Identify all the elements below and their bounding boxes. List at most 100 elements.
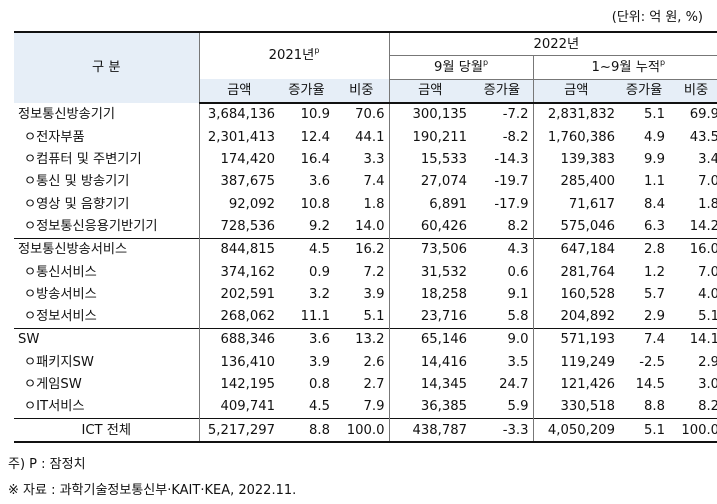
cell-amount-sep: 190,211 [412, 129, 468, 145]
cell-growth-cum: 8.4 [644, 196, 666, 212]
cell-amount-cum: 4,050,209 [533, 418, 620, 444]
header-2021: 2021년p [199, 30, 390, 80]
cell-amount-sep: 65,146 [389, 327, 472, 352]
cell-amount-sep: 14,416 [420, 354, 468, 370]
cell-growth-2021: 10.9 [300, 107, 330, 123]
cell-growth-2021: 0.9 [309, 264, 330, 280]
cell-share-2021: 44.1 [334, 126, 390, 149]
cell-growth-2021: 3.6 [279, 327, 334, 352]
cell-share-2021: 13.2 [334, 327, 390, 352]
cell-share-2021: 3.9 [334, 283, 390, 306]
cell-amount-cum: 281,764 [560, 264, 616, 280]
row-label: ㅇ정보통신응용기반기기 [14, 215, 200, 239]
table-row: 정보통신방송서비스 844,815 4.5 16.2 73,506 4.3 647,184 2… [14, 237, 717, 261]
cell-amount-2021: 142,195 [220, 377, 275, 392]
cell-amount-2021: 202,591 [220, 286, 275, 302]
footnote-source: ※ 자료 : 과학기술정보통신부·KAIT·KEA, 2022.11. [8, 483, 297, 498]
cell-amount-sep: 18,258 [420, 286, 468, 302]
cell-growth-sep: 5.9 [471, 395, 534, 419]
cell-amount-sep: 23,716 [420, 309, 468, 325]
cell-growth-2021: 8.8 [279, 418, 334, 444]
cell-share-2021: 5.1 [334, 305, 390, 329]
cell-share-cum: 3.0 [698, 377, 717, 392]
cell-growth-sep: 8.2 [471, 215, 534, 239]
cell-amount-cum: 121,426 [560, 377, 616, 392]
cell-amount-cum: 139,383 [560, 152, 616, 168]
cell-amount-2021: 844,815 [199, 237, 279, 261]
cell-share-cum: 7.0 [698, 174, 717, 190]
cell-amount-cum: 575,046 [560, 218, 616, 234]
cell-share-cum: 1.8 [698, 196, 717, 212]
cell-growth-cum: 5.7 [644, 286, 666, 302]
table-row: ㅇ통신서비스 374,162 0.9 7.2 31,532 0.6 281,764 1.2 7.… [14, 260, 717, 284]
row-label: 정보통신방송서비스 [14, 237, 200, 261]
cell-amount-sep: 27,074 [420, 174, 468, 190]
cell-share-2021: 100.0 [334, 418, 390, 444]
cell-growth-cum: 6.3 [644, 218, 666, 234]
cell-share-2021: 7.2 [334, 260, 390, 284]
cell-amount-sep: 300,135 [412, 107, 468, 123]
cell-growth-2021: 0.8 [309, 377, 330, 392]
cell-amount-cum: 330,518 [560, 399, 616, 415]
cell-share-2021: 16.2 [334, 237, 390, 261]
cell-growth-sep: -17.9 [471, 193, 534, 216]
cell-growth-sep: -19.7 [471, 170, 534, 194]
header-growth-sep: 증가율 [471, 79, 534, 104]
row-label: ㅇ컴퓨터 및 주변기기 [14, 148, 200, 171]
cell-growth-sep: 3.5 [471, 351, 534, 374]
table-row: SW 688,346 3.6 13.2 65,146 9.0 571,193 7.4 14.1 [14, 327, 717, 352]
row-label: ㅇ전자부품 [14, 126, 200, 149]
row-label: ㅇ정보서비스 [14, 305, 200, 329]
cell-growth-2021: 9.2 [309, 218, 330, 234]
table-row: ㅇ패키지SW 136,410 3.9 2.6 14,416 3.5 119,249 -2.5 2… [14, 351, 717, 374]
cell-growth-sep: -14.3 [471, 148, 534, 171]
cell-amount-2021: 728,536 [220, 218, 275, 234]
cell-share-cum: 4.0 [698, 286, 717, 302]
header-sep: 9월 당월p [389, 55, 534, 80]
table-row: ㅇ게임SW 142,195 0.8 2.7 14,345 24.7 121,426 14.5 3… [14, 373, 717, 396]
footnote-provisional: 주) P : 잠정치 [8, 457, 86, 472]
row-label: ㅇ통신 및 방송기기 [14, 170, 200, 194]
cell-growth-2021: 16.4 [300, 152, 330, 168]
cell-share-cum: 69.9 [689, 107, 717, 123]
cell-growth-2021: 12.4 [300, 129, 330, 145]
cell-amount-2021: 5,217,297 [199, 418, 279, 444]
header-share-2021: 비중 [334, 79, 390, 104]
cell-share-cum: 100.0 [669, 418, 717, 444]
cell-share-cum: 5.1 [698, 309, 717, 325]
header-growth-2021: 증가율 [279, 79, 334, 104]
cell-growth-cum: 1.1 [644, 174, 666, 190]
cell-share-cum: 8.2 [698, 399, 717, 415]
cell-growth-cum: -2.5 [639, 354, 666, 370]
cell-growth-cum: 9.9 [644, 152, 666, 168]
cell-amount-sep: 14,345 [420, 377, 468, 392]
cell-growth-cum: 1.2 [644, 264, 666, 280]
cell-growth-2021: 3.2 [309, 286, 330, 302]
cell-growth-cum: 5.1 [619, 418, 670, 444]
cell-share-cum: 7.0 [698, 264, 717, 280]
header-row-years: 구 분 2021년p 2022년 [14, 30, 717, 103]
unit-note: (단위: 억 원, %) [611, 10, 703, 25]
row-label: 정보통신방송기기 [14, 102, 200, 127]
row-label: SW [14, 327, 200, 352]
cell-share-2021: 1.8 [334, 193, 390, 216]
cell-growth-sep: 0.6 [471, 260, 534, 284]
table-row: ㅇ정보서비스 268,062 11.1 5.1 23,716 5.8 204,892 2.9 5… [14, 305, 717, 329]
table-row: ㅇ전자부품 2,301,413 12.4 44.1 190,211 -8.2 1,760,3… [14, 126, 717, 149]
table-row: ㅇ영상 및 음향기기 92,092 10.8 1.8 6,891 -17.9 71,617 8… [14, 193, 717, 216]
cell-share-2021: 14.0 [334, 215, 390, 239]
cell-amount-cum: 204,892 [560, 309, 616, 325]
cell-growth-cum: 5.1 [644, 107, 666, 123]
cell-amount-2021: 374,162 [220, 264, 275, 280]
header-amount-2021: 금액 [199, 79, 279, 104]
cell-growth-2021: 3.9 [309, 354, 330, 370]
cell-growth-sep: -7.2 [471, 102, 534, 127]
cell-share-2021: 70.6 [334, 102, 390, 127]
cell-amount-sep: 31,532 [420, 264, 468, 280]
cell-growth-2021: 11.1 [300, 309, 330, 325]
cell-growth-cum: 2.8 [619, 237, 670, 261]
cell-amount-cum: 647,184 [533, 237, 620, 261]
row-label: ㅇ패키지SW [14, 351, 200, 374]
cell-amount-sep: 73,506 [389, 237, 472, 261]
table-row: ㅇ통신 및 방송기기 387,675 3.6 7.4 27,074 -19.7 285,40… [14, 170, 717, 194]
